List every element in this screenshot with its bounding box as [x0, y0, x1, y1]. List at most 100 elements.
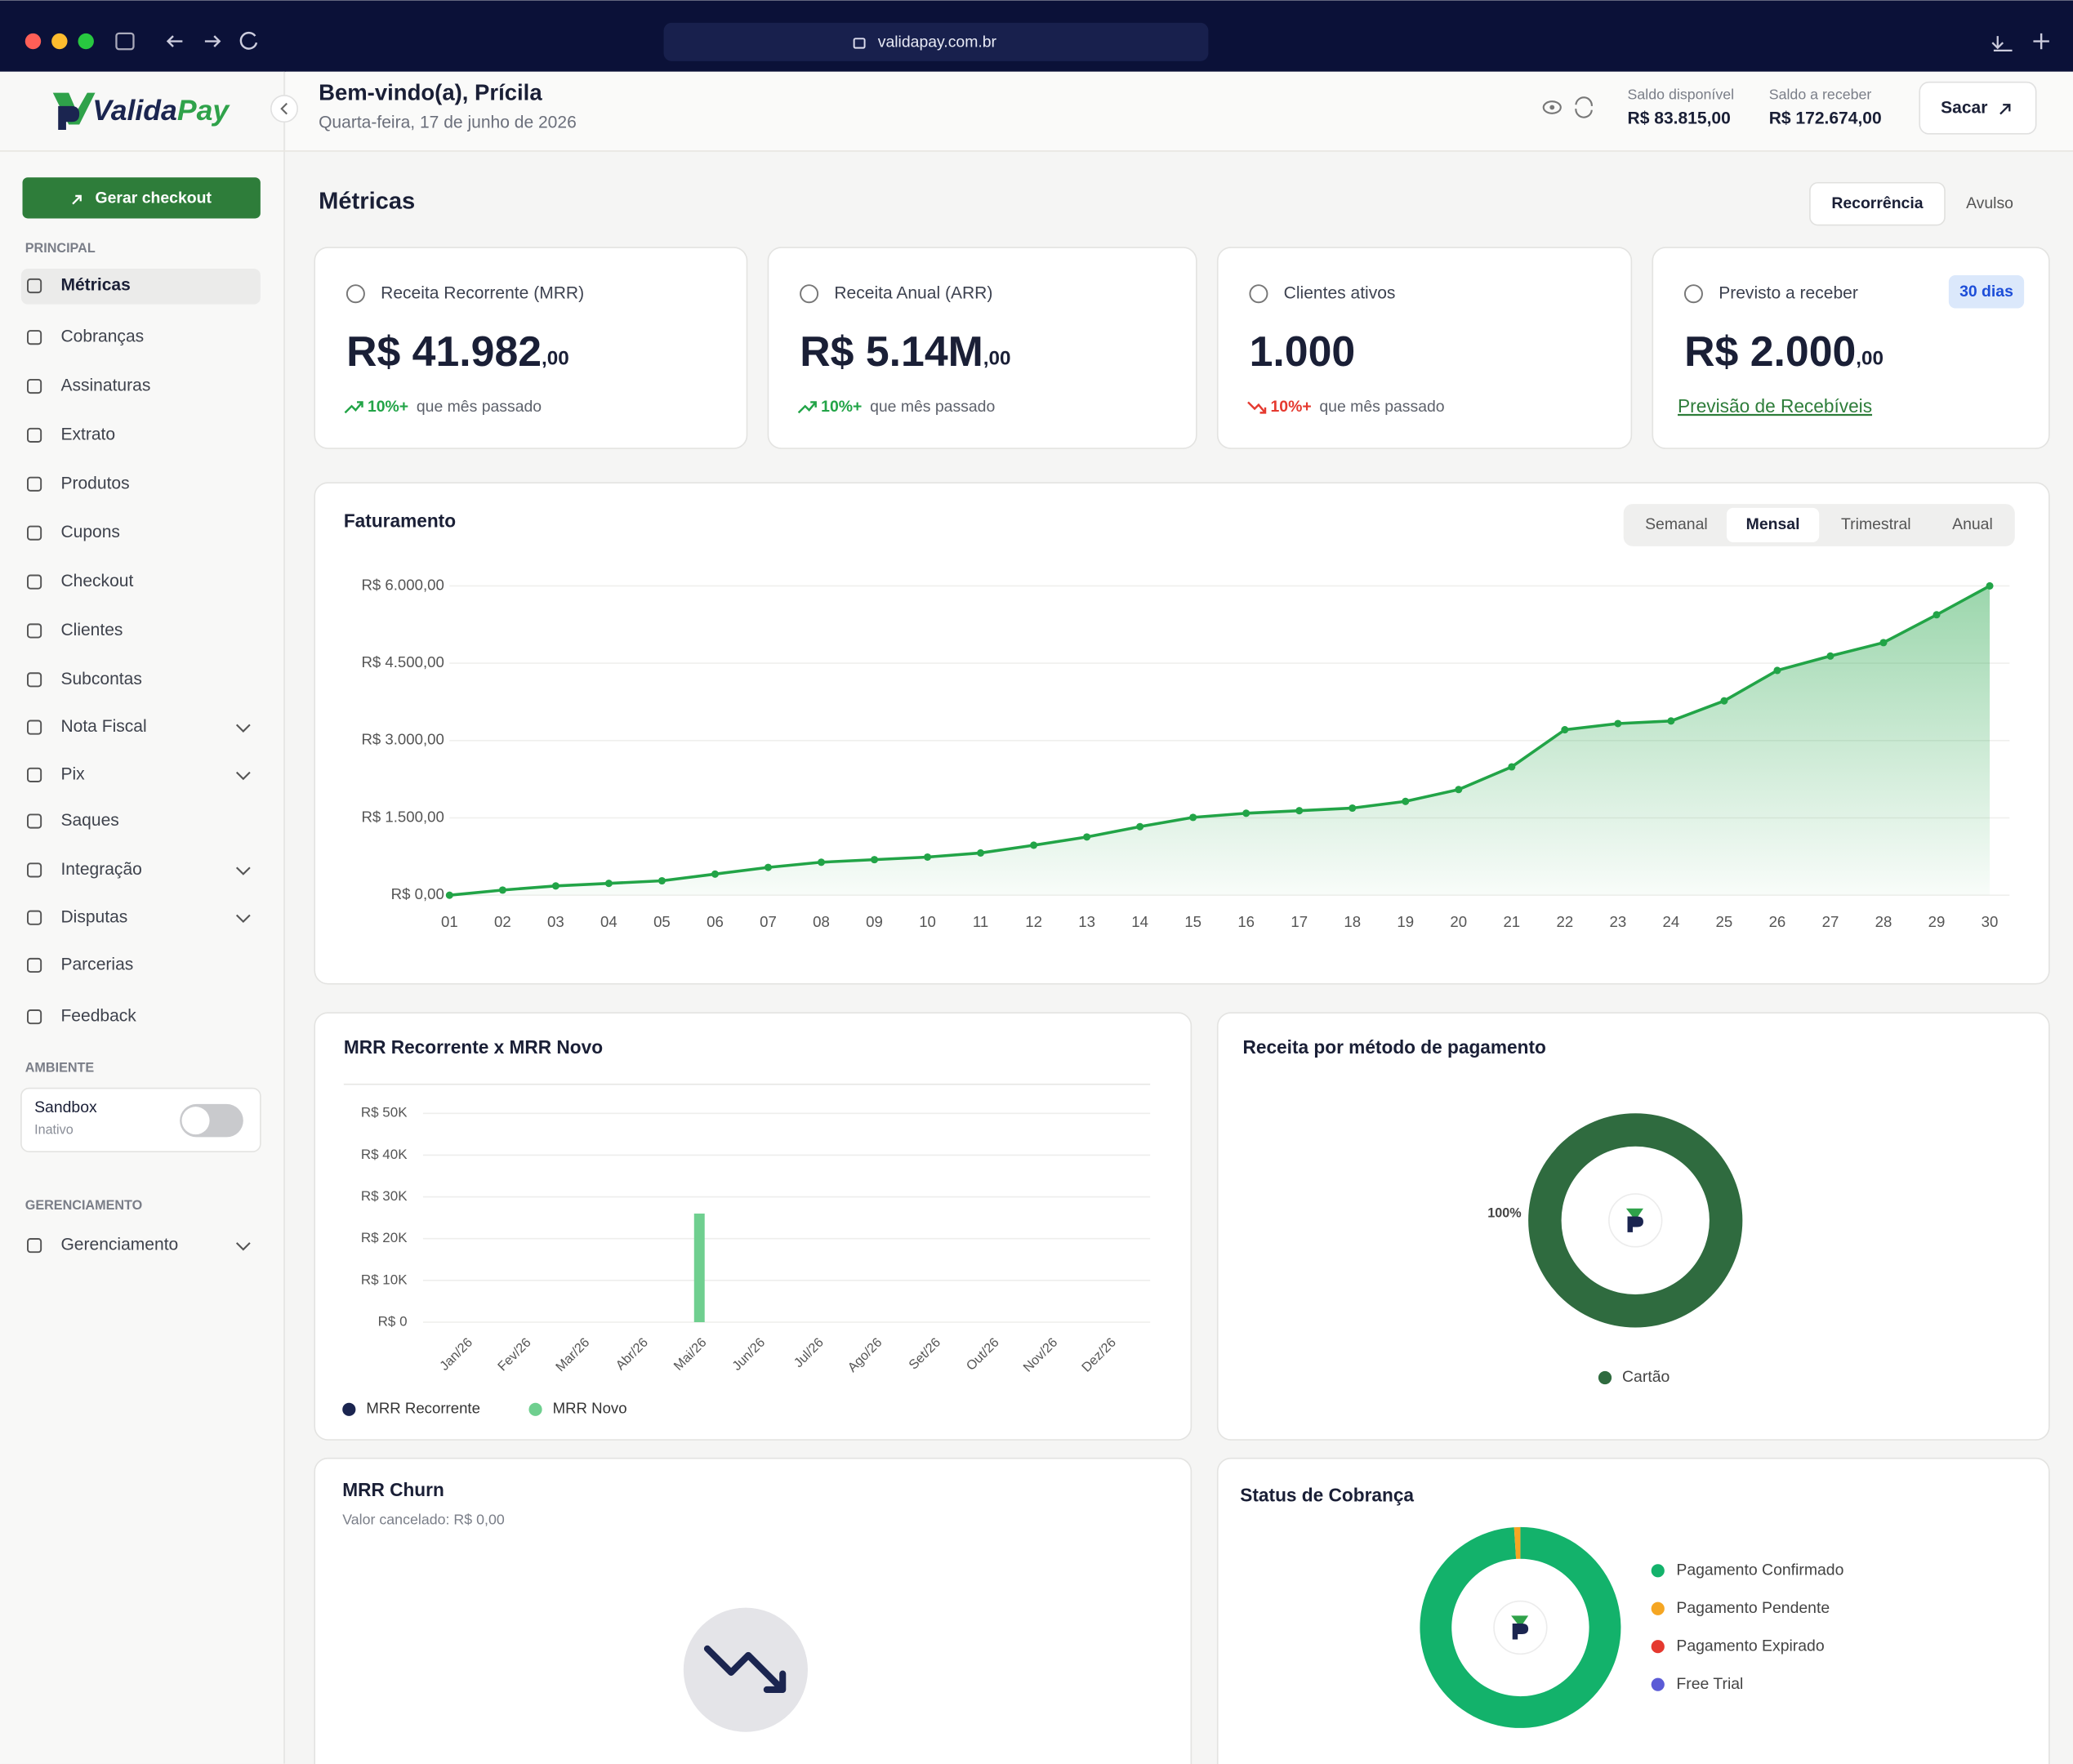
point — [1455, 786, 1463, 794]
nav-item[interactable]: Checkout — [60, 572, 133, 590]
x-tick-label: 18 — [1344, 913, 1361, 930]
legend-dot — [1651, 1564, 1665, 1578]
nav-item[interactable]: Extrato — [60, 425, 115, 443]
change-value: 10%+ — [821, 398, 862, 416]
badge — [1948, 275, 2025, 309]
card-change: 10%+ que mês passado — [1270, 398, 1444, 416]
card-value-cents: ,00 — [1856, 348, 1884, 370]
nav-icon — [27, 672, 42, 688]
center-logo — [1625, 1208, 1643, 1221]
churn-icon-bg — [683, 1607, 808, 1732]
point — [1349, 804, 1357, 813]
center-logo-p — [1627, 1216, 1643, 1232]
x-tick-label: 29 — [1928, 913, 1946, 930]
slice — [1420, 1526, 1621, 1728]
nav-icon — [27, 813, 42, 829]
x-tick-label: 22 — [1556, 913, 1573, 930]
section-title: GERENCIAMENTO — [25, 1198, 142, 1213]
x-tick-label: 10 — [919, 913, 936, 930]
nav-item[interactable]: Métricas — [60, 276, 130, 295]
point — [604, 880, 613, 888]
card-value-main: R$ 5.14M — [800, 327, 983, 375]
nav-icon — [27, 330, 42, 345]
tab[interactable]: Trimestral — [1841, 515, 1911, 533]
card-value: 1.000 — [1250, 327, 1356, 375]
legend-label: Cartão — [1622, 1368, 1670, 1386]
checkout-button[interactable] — [22, 177, 261, 219]
header — [285, 71, 2073, 151]
nav-item[interactable]: Assinaturas — [60, 376, 150, 395]
card-value-cents: ,00 — [983, 348, 1011, 370]
collapse-icon — [280, 102, 288, 115]
card-value: R$ 2.000,00 — [1684, 327, 1884, 375]
nav-item[interactable]: Saques — [60, 811, 118, 830]
card-value: R$ 41.982,00 — [346, 327, 569, 375]
point — [1986, 581, 1994, 590]
nav-item[interactable]: Subcontas — [60, 670, 141, 688]
card-link[interactable]: Previsão de Recebíveis — [1678, 395, 1872, 416]
card-icon — [1683, 284, 1703, 304]
nav-item[interactable]: Parcerias — [60, 956, 133, 974]
card-icon — [1249, 284, 1268, 304]
card-label: Previsto a receber — [1719, 283, 1858, 302]
tab[interactable]: Anual — [1952, 515, 1993, 533]
sidebar-icon[interactable] — [115, 32, 135, 51]
collapse-button[interactable] — [270, 95, 298, 123]
x-tick-label: 01 — [441, 913, 458, 930]
metric-card — [1216, 247, 1633, 449]
forward-icon[interactable] — [204, 35, 221, 47]
x-tick-label: 23 — [1610, 913, 1627, 930]
x-tick-label: 12 — [1025, 913, 1042, 930]
back-icon[interactable] — [166, 35, 183, 47]
nav-item[interactable]: Feedback — [60, 1007, 136, 1026]
card-value: R$ 5.14M,00 — [800, 327, 1010, 375]
balance-label: Saldo disponível — [1628, 87, 1735, 103]
metric-card — [314, 247, 748, 449]
x-tick-label: 28 — [1875, 913, 1892, 930]
balance-label: Saldo a receber — [1769, 87, 1872, 103]
balance-value: R$ 83.815,00 — [1628, 109, 1731, 128]
greeting: Bem-vindo(a), Prícila — [319, 80, 542, 105]
download-icon[interactable] — [1991, 36, 2013, 52]
tab[interactable]: Mensal — [1746, 515, 1800, 533]
card-value-main: R$ 41.982 — [346, 327, 542, 375]
url-bar[interactable] — [663, 22, 1209, 61]
tab[interactable]: Recorrência — [1831, 194, 1923, 212]
nav-icon — [27, 278, 42, 294]
legend-dot — [528, 1402, 542, 1416]
nav-item[interactable]: Clientes — [60, 621, 123, 639]
tab[interactable]: Semanal — [1645, 515, 1708, 533]
x-tick-label: 21 — [1503, 913, 1520, 930]
nav-item[interactable]: Disputas — [60, 907, 127, 926]
close-button[interactable] — [25, 33, 42, 50]
minimize-button[interactable] — [51, 33, 68, 50]
y-tick-label: R$ 1.500,00 — [361, 808, 444, 825]
point — [1030, 841, 1038, 849]
nav-item[interactable]: Pix — [60, 764, 85, 783]
chart-title: Status de Cobrança — [1240, 1485, 1414, 1506]
change-value: 10%+ — [368, 398, 408, 416]
nav-item[interactable]: Gerenciamento — [60, 1236, 178, 1254]
nav-icon — [27, 378, 42, 394]
value-label: 100% — [1487, 1206, 1521, 1221]
point — [1614, 719, 1622, 728]
nav-item[interactable]: Cupons — [60, 523, 120, 541]
x-tick-label: 04 — [600, 913, 617, 930]
zoom-button[interactable] — [78, 33, 94, 50]
new-tab-icon[interactable] — [2033, 33, 2049, 50]
nav-item[interactable]: Integração — [60, 860, 141, 879]
nav-icon — [27, 1238, 42, 1254]
nav-item[interactable]: Cobranças — [60, 327, 144, 346]
nav-item[interactable]: Nota Fiscal — [60, 717, 146, 736]
x-tick-label: 20 — [1450, 913, 1467, 930]
eye-icon[interactable] — [1542, 100, 1562, 114]
tab[interactable]: Avulso — [1966, 194, 2013, 212]
refresh-icon[interactable] — [1575, 96, 1593, 118]
legend-dot — [1651, 1677, 1665, 1691]
sacar-button[interactable] — [1919, 81, 2037, 135]
nav-chevron — [235, 914, 251, 924]
nav-item[interactable]: Produtos — [60, 474, 129, 492]
reload-icon[interactable] — [239, 31, 258, 50]
lock-icon — [853, 38, 866, 49]
